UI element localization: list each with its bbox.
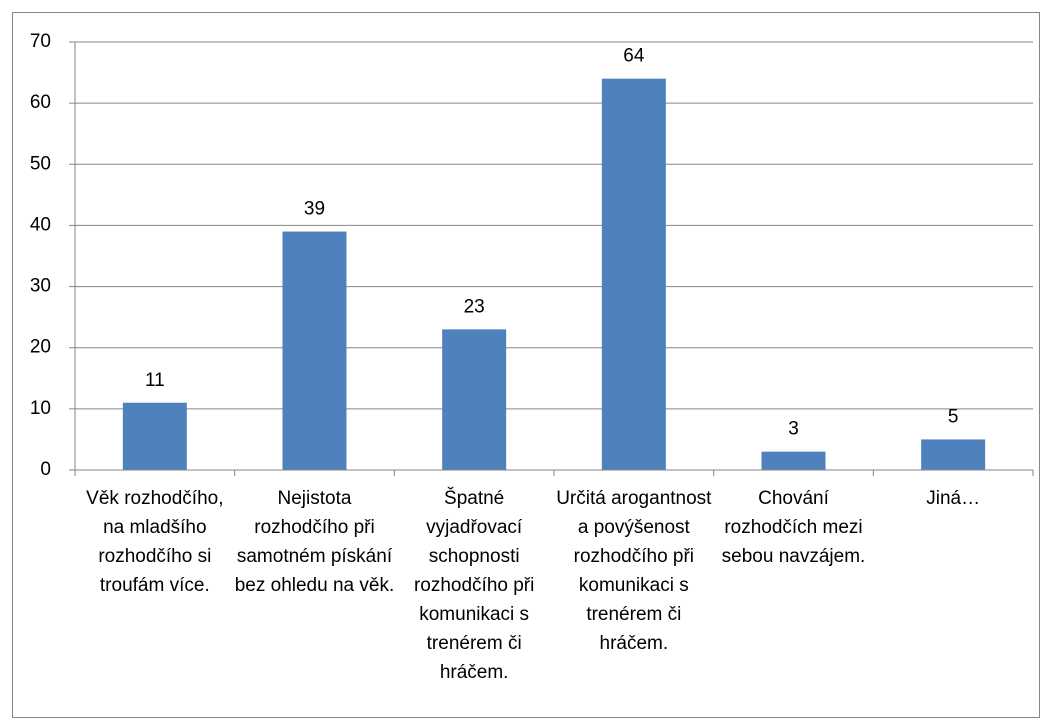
x-tick-label: Chování rozhodčích mezi sebou navzájem. bbox=[721, 488, 866, 567]
y-tick-label: 0 bbox=[40, 459, 51, 480]
bar bbox=[761, 451, 826, 470]
y-tick-label: 40 bbox=[30, 214, 51, 235]
y-tick-label: 30 bbox=[30, 276, 51, 297]
y-tick-label: 50 bbox=[30, 153, 51, 174]
x-tick-label: Jiná… bbox=[926, 488, 981, 509]
x-tick-label: Špatné vyjadřovací schopnosti rozhodčího… bbox=[413, 488, 535, 683]
x-tick-label: Věk rozhodčího, na mladšího rozhodčího s… bbox=[86, 488, 224, 596]
bar bbox=[122, 402, 187, 470]
data-label: 39 bbox=[304, 199, 325, 220]
x-tick-label: Nejistota rozhodčího při samotném pískán… bbox=[234, 488, 395, 596]
x-tick-label: Určitá arogantnost a povýšenost rozhodčí… bbox=[556, 488, 712, 654]
y-tick-label: 20 bbox=[30, 337, 51, 358]
y-tick-label: 60 bbox=[30, 92, 51, 113]
bar bbox=[282, 231, 347, 470]
data-label: 3 bbox=[788, 419, 799, 440]
data-label: 5 bbox=[948, 406, 959, 427]
data-label: 23 bbox=[464, 296, 485, 317]
y-tick-label: 10 bbox=[30, 398, 51, 419]
bar bbox=[921, 439, 986, 470]
y-tick-label: 70 bbox=[30, 31, 51, 52]
data-label: 11 bbox=[145, 370, 165, 391]
data-label: 64 bbox=[623, 46, 645, 67]
bar bbox=[601, 78, 666, 470]
chart-border bbox=[12, 12, 1040, 718]
bar bbox=[442, 329, 507, 470]
